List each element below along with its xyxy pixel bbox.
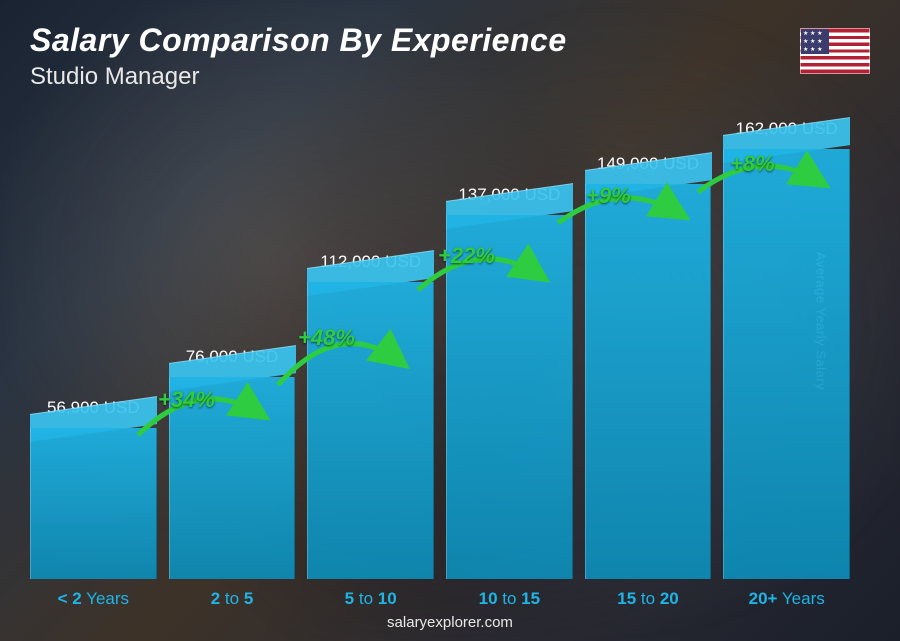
bar — [723, 149, 850, 579]
bar — [30, 428, 157, 579]
bar-group: 76,000 USD2 to 5 — [169, 115, 296, 579]
percent-change-label: +48% — [298, 325, 355, 351]
bar-category-label: < 2 Years — [30, 589, 157, 609]
footer-source: salaryexplorer.com — [0, 614, 900, 631]
bar-category-label: 10 to 15 — [446, 589, 573, 609]
bar-group: 162,000 USD20+ Years — [723, 115, 850, 579]
bar-group: 56,900 USD< 2 Years — [30, 115, 157, 579]
bar-category-label: 2 to 5 — [169, 589, 296, 609]
chart-header: Salary Comparison By Experience Studio M… — [30, 22, 567, 91]
percent-change-label: +22% — [438, 243, 495, 269]
country-flag-icon — [800, 28, 870, 74]
bar-category-label: 20+ Years — [723, 589, 850, 609]
percent-change-label: +8% — [730, 151, 775, 177]
chart-subtitle: Studio Manager — [30, 63, 567, 91]
bar — [446, 215, 573, 579]
bar-chart: 56,900 USD< 2 Years76,000 USD2 to 5112,0… — [30, 115, 850, 579]
chart-title: Salary Comparison By Experience — [30, 22, 567, 59]
percent-change-label: +34% — [158, 387, 215, 413]
bar-group: 137,000 USD10 to 15 — [446, 115, 573, 579]
percent-change-label: +9% — [586, 183, 631, 209]
bar — [585, 184, 712, 579]
bar-category-label: 15 to 20 — [585, 589, 712, 609]
bar-category-label: 5 to 10 — [307, 589, 434, 609]
